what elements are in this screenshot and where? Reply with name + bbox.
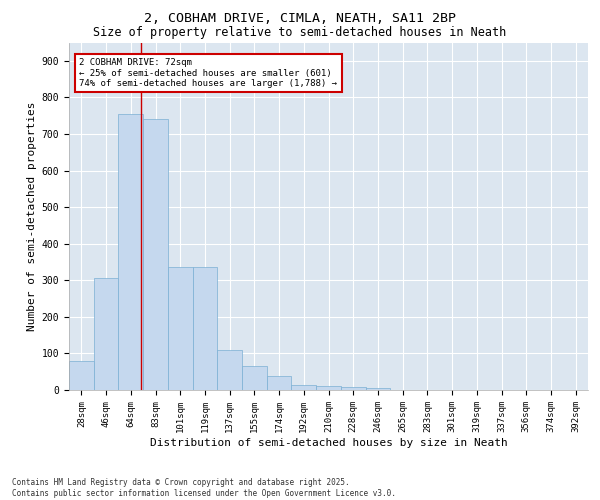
Bar: [365, 388, 390, 390]
Bar: [118, 114, 143, 390]
Bar: [292, 384, 316, 390]
Bar: [143, 120, 168, 390]
Text: 2, COBHAM DRIVE, CIMLA, NEATH, SA11 2BP: 2, COBHAM DRIVE, CIMLA, NEATH, SA11 2BP: [144, 12, 456, 26]
Bar: [168, 268, 193, 390]
X-axis label: Distribution of semi-detached houses by size in Neath: Distribution of semi-detached houses by …: [149, 438, 508, 448]
Bar: [193, 268, 217, 390]
Bar: [217, 350, 242, 390]
Bar: [341, 387, 365, 390]
Bar: [267, 376, 292, 390]
Text: Size of property relative to semi-detached houses in Neath: Size of property relative to semi-detach…: [94, 26, 506, 39]
Bar: [242, 366, 267, 390]
Bar: [316, 386, 341, 390]
Y-axis label: Number of semi-detached properties: Number of semi-detached properties: [28, 102, 37, 331]
Text: Contains HM Land Registry data © Crown copyright and database right 2025.
Contai: Contains HM Land Registry data © Crown c…: [12, 478, 396, 498]
Bar: [69, 360, 94, 390]
Text: 2 COBHAM DRIVE: 72sqm
← 25% of semi-detached houses are smaller (601)
74% of sem: 2 COBHAM DRIVE: 72sqm ← 25% of semi-deta…: [79, 58, 337, 88]
Bar: [94, 278, 118, 390]
